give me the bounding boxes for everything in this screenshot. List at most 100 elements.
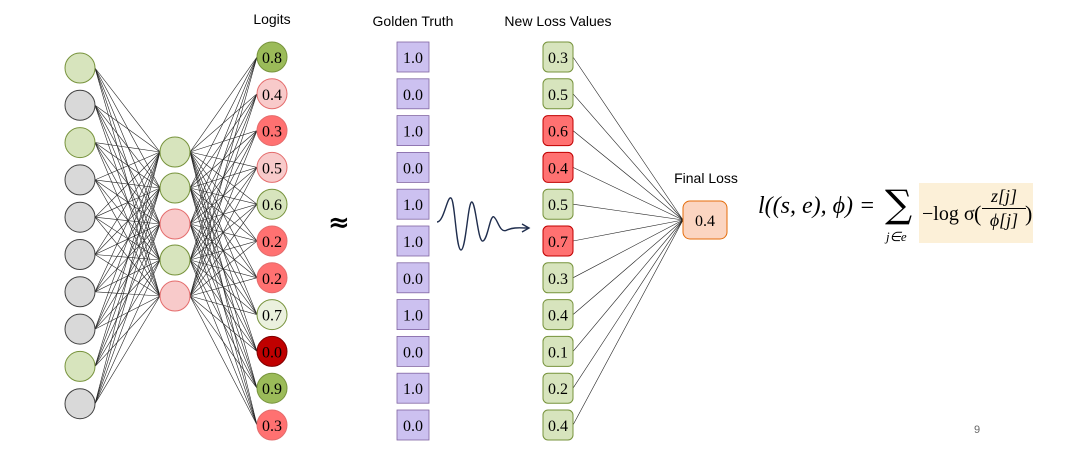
edge-hidden-3-logit-6: [189, 259, 258, 279]
logit-node-5: [256, 225, 288, 257]
logits-header: Logits: [253, 11, 291, 27]
wave-arrowhead: [521, 223, 531, 233]
edge-input-7-hidden-0: [94, 151, 161, 330]
edge-input-6-hidden-0: [94, 151, 161, 292]
edge-input-3-hidden-3: [94, 179, 161, 261]
edge-input-4-hidden-4: [94, 217, 161, 297]
input-node-8: [64, 350, 96, 382]
new-loss-values-header: New Loss Values: [504, 13, 612, 29]
golden-truth-value-9: 1.0: [403, 381, 423, 398]
edge-input-0-hidden-0: [94, 67, 161, 153]
logit-node-0: [256, 41, 288, 73]
golden-truth-value-5: 1.0: [403, 234, 423, 251]
golden-truth-box-1: [396, 78, 430, 110]
logit-node-3: [256, 151, 288, 183]
input-node-3: [64, 164, 96, 196]
logit-node-4: [256, 188, 288, 220]
input-node-0: [64, 52, 96, 84]
edge-loss-7-final: [572, 219, 684, 315]
edge-input-0-hidden-3: [94, 67, 161, 261]
formula-close-paren: ): [1025, 201, 1033, 226]
golden-truth-box-2: [396, 115, 430, 146]
golden-truth-box-7: [396, 299, 430, 331]
approx-symbol: ≈: [328, 208, 350, 238]
edge-input-2-hidden-1: [94, 142, 161, 189]
edge-hidden-3-logit-0: [189, 56, 258, 261]
edge-input-9-hidden-0: [94, 151, 161, 404]
edge-input-7-hidden-4: [94, 295, 161, 330]
formula-open-paren: (: [974, 201, 982, 226]
logit-value-10: 0.3: [262, 418, 282, 435]
golden-truth-box-4: [396, 188, 430, 220]
input-node-4: [64, 201, 96, 233]
new-loss-value-6: 0.3: [548, 271, 568, 288]
edge-input-3-hidden-1: [94, 179, 161, 189]
input-node-7: [64, 313, 96, 345]
logit-value-4: 0.6: [262, 197, 282, 214]
edge-hidden-4-logit-7: [189, 295, 258, 315]
edge-hidden-4-logit-10: [189, 295, 258, 426]
edge-input-2-hidden-3: [94, 142, 161, 261]
final-loss-box: [682, 200, 728, 240]
edge-input-5-hidden-3: [94, 254, 161, 261]
edge-input-0-hidden-1: [94, 67, 161, 189]
final-loss-header: Final Loss: [674, 170, 738, 186]
golden-truth-box-3: [396, 151, 430, 183]
logit-node-10: [256, 409, 288, 441]
edge-loss-10-final: [572, 219, 684, 426]
input-node-1: [64, 89, 96, 121]
golden-truth-value-0: 1.0: [403, 50, 423, 67]
edge-hidden-1-logit-6: [189, 187, 258, 278]
edge-hidden-4-logit-5: [189, 240, 258, 297]
edge-input-9-hidden-4: [94, 295, 161, 404]
edge-input-5-hidden-0: [94, 151, 161, 255]
logit-value-3: 0.5: [262, 160, 282, 177]
edge-hidden-0-logit-3: [189, 151, 258, 168]
summation-symbol: ∑: [885, 182, 913, 226]
new-loss-box-4: [542, 188, 574, 220]
golden-truth-box-9: [396, 372, 430, 404]
formula-fraction: z[j] ϕ[j]: [982, 186, 1026, 231]
formula-numerator: z[j]: [982, 186, 1026, 209]
input-node-6: [64, 276, 96, 308]
edge-input-2-hidden-0: [94, 142, 161, 153]
new-loss-box-8: [542, 335, 574, 367]
golden-truth-box-8: [396, 335, 430, 367]
page-number: 9: [974, 424, 981, 436]
edge-hidden-0-logit-4: [189, 151, 258, 205]
golden-truth-box-10: [396, 409, 430, 441]
wave-path: [436, 197, 529, 251]
new-loss-value-5: 0.7: [548, 234, 568, 251]
logit-value-0: 0.8: [262, 50, 282, 67]
input-node-9: [64, 388, 96, 420]
edge-hidden-2-logit-7: [189, 223, 258, 315]
input-node-5: [64, 239, 96, 270]
edge-loss-4-final: [572, 203, 684, 221]
edge-input-4-hidden-2: [94, 216, 161, 225]
logit-node-6: [256, 262, 288, 294]
golden-truth-header: Golden Truth: [372, 13, 454, 29]
edge-hidden-0-logit-6: [189, 151, 258, 278]
hidden-node-3: [159, 244, 191, 276]
edge-input-6-hidden-4: [94, 291, 161, 297]
edge-hidden-1-logit-4: [189, 187, 258, 205]
new-loss-value-0: 0.3: [548, 50, 568, 67]
edge-input-3-hidden-0: [94, 151, 161, 181]
formula-highlighted-term: −log σ ( z[j] ϕ[j] ): [919, 183, 1033, 243]
edge-hidden-4-logit-0: [189, 56, 258, 297]
edge-loss-3-final: [572, 167, 684, 221]
edge-input-3-hidden-2: [94, 179, 161, 225]
logit-node-1: [256, 78, 288, 110]
edge-hidden-4-logit-3: [189, 167, 258, 297]
edge-input-1-hidden-3: [94, 105, 161, 261]
edge-loss-9-final: [572, 219, 684, 389]
new-loss-box-3: [542, 151, 574, 183]
edge-input-9-hidden-3: [94, 259, 161, 404]
edge-input-1-hidden-4: [94, 105, 161, 297]
edge-hidden-4-logit-9: [189, 295, 258, 389]
new-loss-value-10: 0.4: [548, 418, 568, 435]
golden-truth-value-2: 1.0: [403, 124, 423, 141]
edge-loss-5-final: [572, 219, 684, 242]
edge-hidden-4-logit-1: [189, 93, 258, 297]
